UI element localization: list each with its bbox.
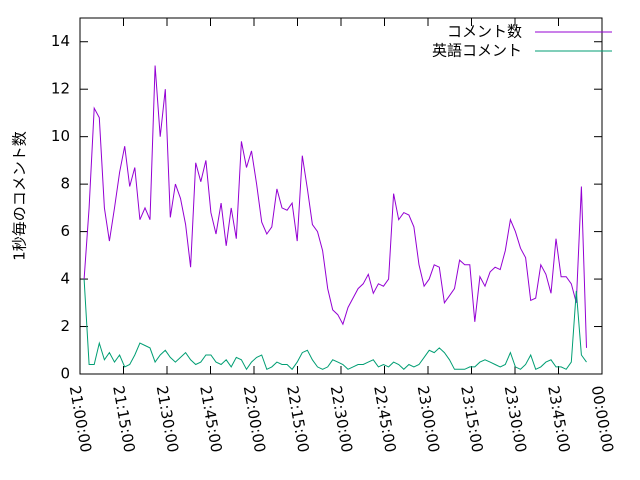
x-tick-label: 21:30:00: [153, 384, 182, 453]
y-tick-label: 10: [51, 127, 70, 145]
x-tick-label: 23:45:00: [544, 384, 573, 453]
series-line: [83, 279, 587, 371]
y-tick-label: 14: [51, 32, 70, 50]
x-tick-label: 21:00:00: [66, 384, 95, 453]
legend-label: 英語コメント: [432, 42, 522, 60]
y-tick-label: 6: [60, 222, 70, 240]
y-tick-label: 2: [60, 317, 70, 335]
x-tick-label: 21:45:00: [196, 384, 225, 453]
x-tick-label: 23:00:00: [414, 384, 443, 453]
x-tick-label: 22:15:00: [283, 384, 312, 453]
y-axis-label: 1秒毎のコメント数: [11, 131, 29, 261]
y-tick-label: 0: [60, 365, 70, 383]
x-tick-label: 21:15:00: [109, 384, 138, 453]
y-tick-label: 4: [60, 270, 70, 288]
legend-label: コメント数: [447, 23, 522, 41]
x-tick-label: 23:15:00: [457, 384, 486, 453]
x-tick-label: 23:30:00: [501, 384, 530, 453]
x-tick-label: 22:45:00: [370, 384, 399, 453]
y-tick-label: 12: [51, 80, 70, 98]
series-line: [83, 65, 587, 348]
y-tick-label: 8: [60, 175, 70, 193]
x-tick-label: 00:00:00: [588, 384, 617, 453]
x-tick-label: 22:00:00: [240, 384, 269, 453]
x-tick-label: 22:30:00: [327, 384, 356, 453]
